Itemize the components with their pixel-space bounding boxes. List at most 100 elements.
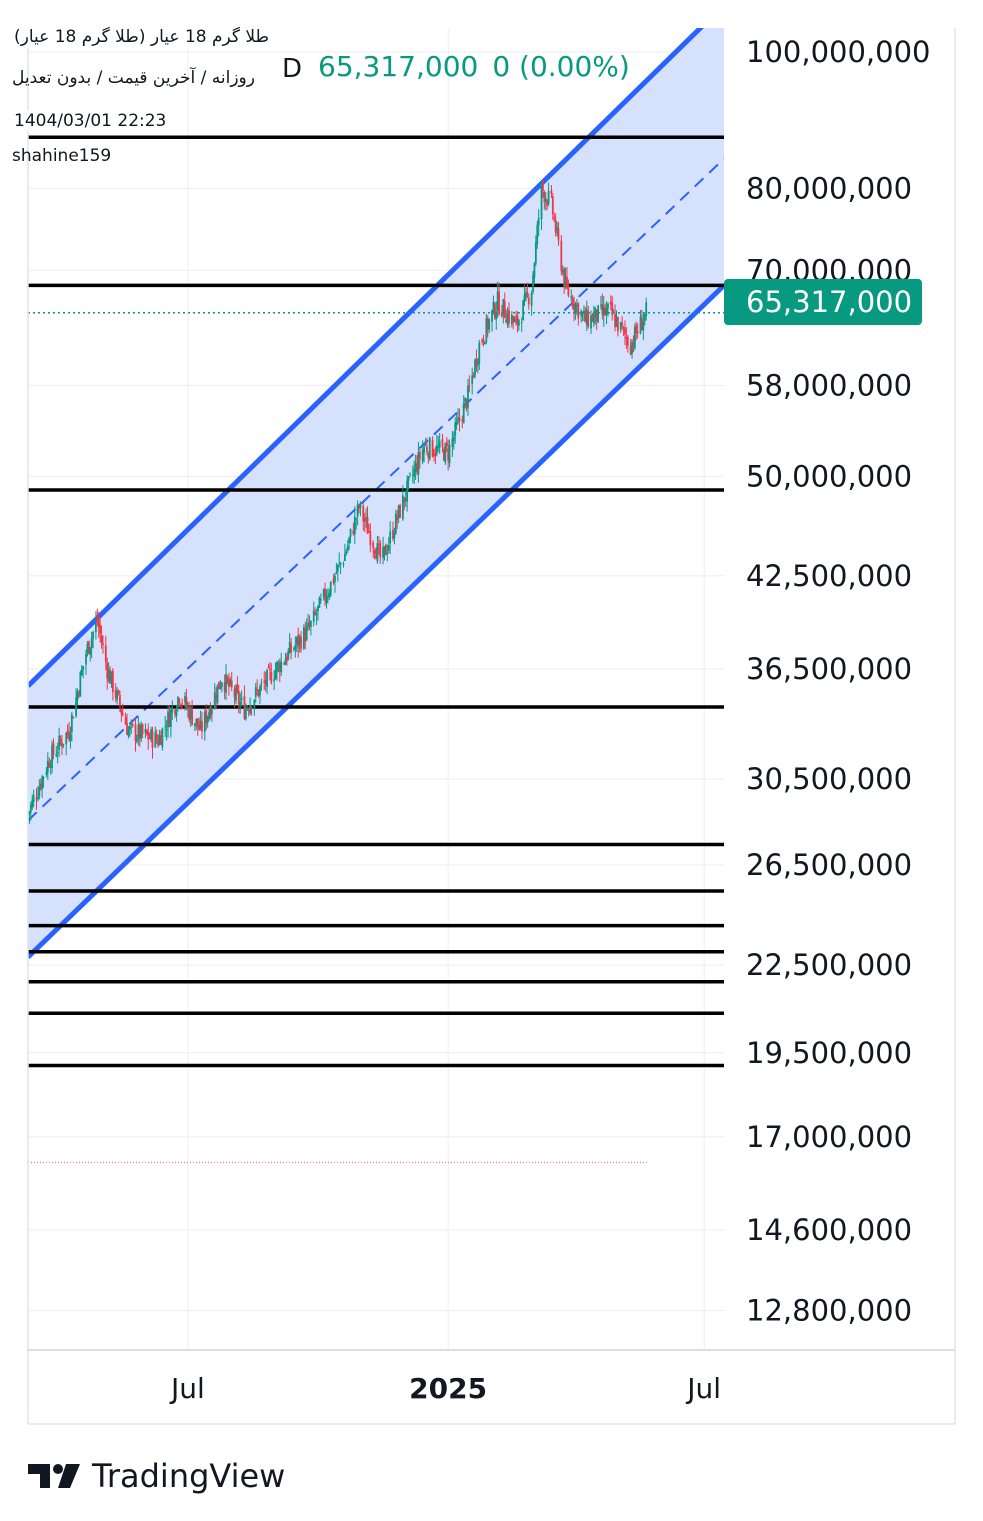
- candle-body: [39, 783, 42, 789]
- candle-body: [478, 342, 481, 364]
- candle-body: [605, 307, 608, 315]
- candle-body: [590, 315, 592, 329]
- candle-body: [584, 311, 587, 323]
- candle-body: [236, 684, 239, 693]
- candle-body: [164, 726, 167, 728]
- parallel-channel[interactable]: [28, 5, 724, 959]
- candle-body: [312, 610, 315, 622]
- candle-body: [502, 299, 505, 315]
- candle-body: [195, 718, 198, 725]
- candle-body: [318, 597, 321, 608]
- candle-body: [317, 605, 319, 612]
- candle-body: [349, 528, 352, 537]
- candle-body: [45, 772, 48, 775]
- candle-body: [154, 732, 157, 748]
- candle-body: [560, 240, 563, 272]
- candle-body: [474, 359, 476, 376]
- candle-body: [59, 738, 62, 742]
- candle-body: [503, 301, 506, 318]
- candle-body: [353, 516, 356, 535]
- candle-body: [225, 673, 227, 693]
- candle-body: [160, 735, 162, 745]
- candle-body: [447, 448, 450, 461]
- horizontal-levels[interactable]: [28, 135, 724, 1164]
- candle-body: [508, 310, 510, 323]
- candle-body: [148, 737, 151, 739]
- candle-body: [137, 724, 140, 738]
- price-axis[interactable]: 100,000,00080,000,00070,000,00058,000,00…: [746, 35, 931, 1327]
- candle-body: [65, 732, 68, 745]
- candle-body: [191, 708, 193, 725]
- price-tick-label: 12,800,000: [746, 1293, 912, 1327]
- candle-body: [66, 730, 69, 734]
- candle-body: [302, 627, 305, 649]
- candle-body: [468, 385, 471, 387]
- candle-body: [102, 643, 104, 646]
- candle-body: [583, 310, 585, 313]
- candle-body: [273, 679, 276, 682]
- brand-name: TradingView: [92, 1457, 286, 1495]
- candle-body: [482, 339, 485, 343]
- candle-body: [556, 227, 558, 231]
- candle-body: [336, 564, 339, 572]
- candle-body: [587, 311, 590, 328]
- candle-body: [571, 298, 574, 307]
- time-tick-label: Jul: [169, 1372, 205, 1405]
- candle-body: [645, 302, 648, 316]
- candle-body: [597, 305, 599, 323]
- candle-body: [465, 399, 468, 409]
- candle-body: [165, 729, 168, 731]
- candlestick-chart[interactable]: 100,000,00080,000,00070,000,00058,000,00…: [0, 0, 983, 1440]
- chart-area[interactable]: 100,000,000 80,000,000 70,000,000 58,000,00…: [0, 0, 983, 1440]
- candle-body: [335, 572, 338, 574]
- candle-body: [205, 710, 208, 724]
- candle-body: [126, 723, 128, 735]
- tradingview-brand[interactable]: TradingView: [28, 1456, 285, 1496]
- candle-body: [423, 446, 425, 454]
- candle-body: [614, 313, 616, 328]
- candle-body: [322, 589, 325, 598]
- candle-body: [346, 545, 349, 551]
- candle-body: [362, 505, 365, 522]
- candle-body: [284, 659, 287, 665]
- candle-body: [339, 563, 342, 565]
- price-tick-label: 19,500,000: [746, 1036, 912, 1070]
- candle-body: [51, 745, 53, 769]
- candle-body: [188, 706, 191, 720]
- candle-body: [171, 707, 174, 713]
- candle-body: [158, 735, 161, 745]
- candle-body: [348, 537, 351, 544]
- candle-body: [61, 742, 63, 748]
- candle-body: [29, 804, 32, 813]
- candle-body: [157, 740, 160, 746]
- candle-body: [445, 442, 448, 447]
- candle-body: [229, 679, 232, 685]
- candle-body: [409, 473, 411, 475]
- candle-body: [399, 504, 401, 518]
- candle-body: [216, 684, 219, 703]
- candle-body: [383, 546, 386, 551]
- candle-body: [41, 776, 44, 790]
- candle-body: [92, 631, 94, 639]
- candle-body: [631, 341, 633, 354]
- candle-body: [515, 317, 517, 319]
- candle-body: [609, 301, 612, 305]
- candle-body: [314, 612, 317, 615]
- candle-body: [639, 316, 642, 334]
- candle-body: [636, 331, 639, 334]
- time-axis[interactable]: Jul 2025 Jul: [169, 1372, 721, 1405]
- candle-body: [310, 621, 312, 627]
- candle-body: [566, 276, 568, 287]
- candle-body: [496, 291, 499, 311]
- candle-body: [615, 318, 618, 326]
- candle-body: [194, 723, 196, 727]
- candle-body: [501, 312, 503, 317]
- candle-body: [294, 645, 297, 650]
- candle-body: [181, 703, 184, 705]
- candle-body: [366, 517, 369, 534]
- candle-body: [106, 662, 109, 679]
- candle-body: [52, 743, 55, 755]
- candle-body: [270, 671, 273, 684]
- price-tick-label: 50,000,000: [746, 459, 912, 493]
- candle-body: [97, 620, 100, 628]
